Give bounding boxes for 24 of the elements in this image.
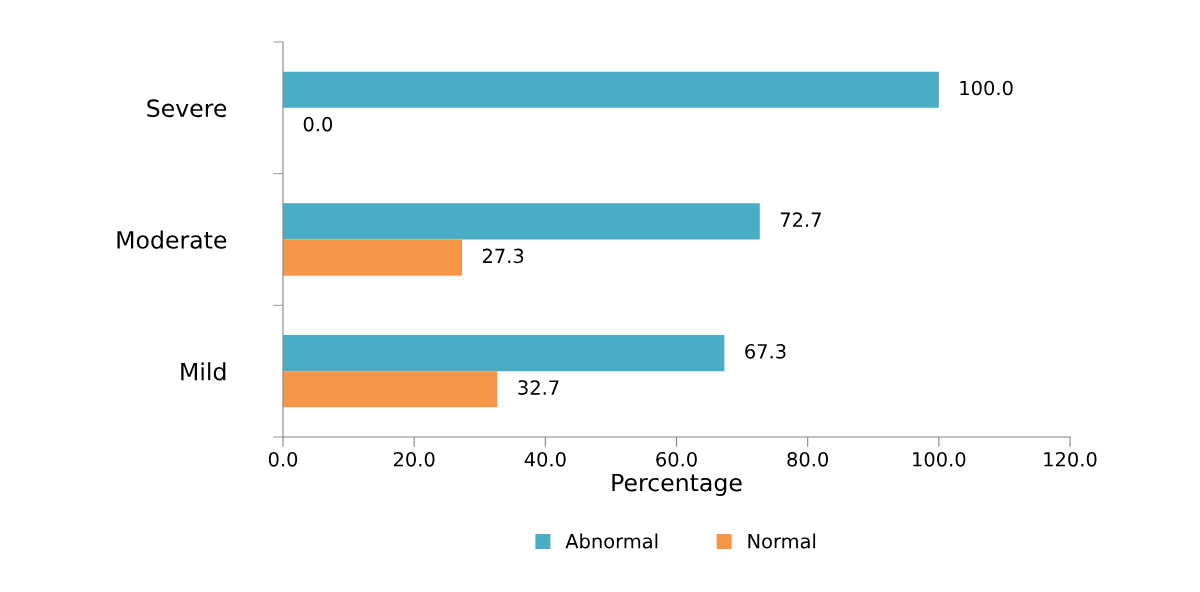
x-tick-label: 20.0 <box>393 451 435 467</box>
x-axis-title: Percentage <box>612 473 742 497</box>
y-tick-label: Moderate <box>117 230 227 249</box>
data-label: 32.7 <box>518 380 559 395</box>
bar <box>283 239 463 276</box>
legend-label: Normal <box>748 533 816 549</box>
data-label: 0.0 <box>303 116 333 132</box>
bar <box>283 203 760 240</box>
legend-label: Abnormal <box>565 533 658 549</box>
x-tick-label: 120.0 <box>1044 451 1097 467</box>
data-label: 72.7 <box>780 212 821 227</box>
y-tick-label: Severe <box>147 99 227 118</box>
x-tick-label: 100.0 <box>913 451 966 467</box>
data-label: 67.3 <box>745 344 786 359</box>
x-tick-label: 60.0 <box>656 451 697 467</box>
bar <box>283 71 939 108</box>
x-tick-label: 40.0 <box>524 451 566 467</box>
data-label: 100.0 <box>960 80 1013 96</box>
y-tick-label: Mild <box>181 362 226 381</box>
bar <box>283 371 498 408</box>
data-label: 27.3 <box>482 248 524 264</box>
bar <box>283 334 725 372</box>
x-tick-label: 0.0 <box>268 451 298 467</box>
x-tick-label: 80.0 <box>787 451 829 467</box>
